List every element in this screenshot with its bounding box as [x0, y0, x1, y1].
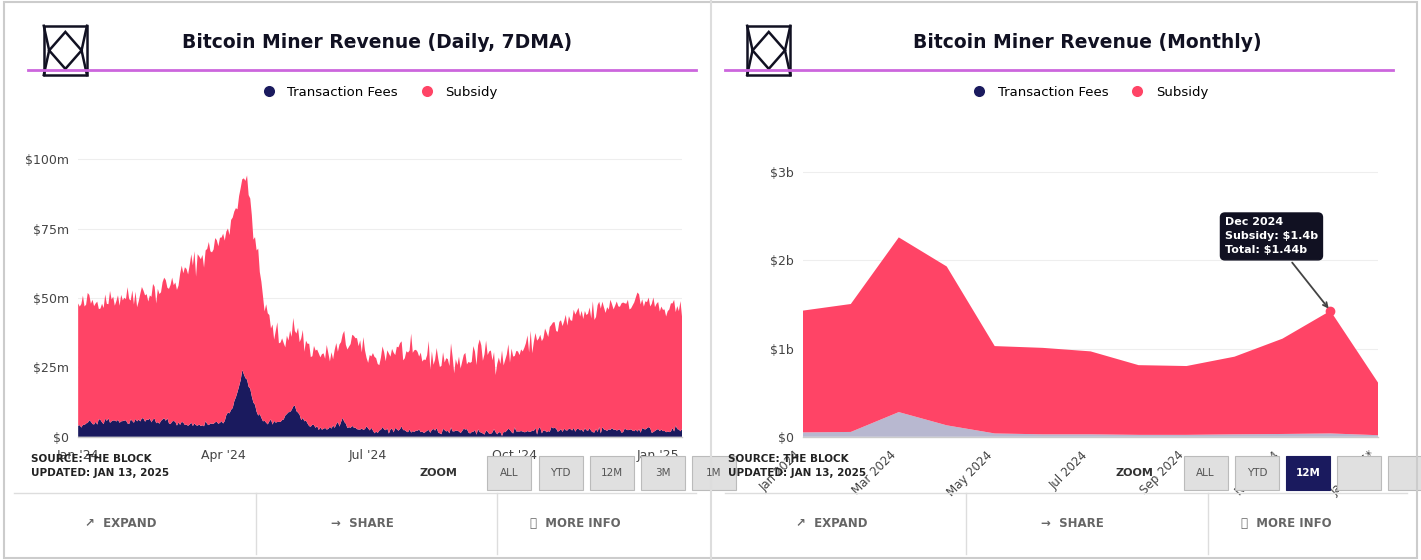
Text: 1M: 1M	[706, 468, 722, 478]
Text: 3M: 3M	[655, 468, 671, 478]
Text: 12M: 12M	[1296, 468, 1320, 478]
Text: ZOOM: ZOOM	[1115, 468, 1154, 478]
Text: 12M: 12M	[601, 468, 622, 478]
Text: SOURCE: THE BLOCK
UPDATED: JAN 13, 2025: SOURCE: THE BLOCK UPDATED: JAN 13, 2025	[728, 454, 865, 478]
Text: SOURCE: THE BLOCK
UPDATED: JAN 13, 2025: SOURCE: THE BLOCK UPDATED: JAN 13, 2025	[31, 454, 169, 478]
Text: ZOOM: ZOOM	[419, 468, 458, 478]
Text: YTD: YTD	[1246, 468, 1268, 478]
Text: →  SHARE: → SHARE	[331, 517, 394, 530]
Legend: Transaction Fees, Subsidy: Transaction Fees, Subsidy	[250, 81, 503, 104]
Text: ↗  EXPAND: ↗ EXPAND	[85, 517, 156, 530]
Legend: Transaction Fees, Subsidy: Transaction Fees, Subsidy	[961, 81, 1214, 104]
Text: →  SHARE: → SHARE	[1042, 517, 1104, 530]
Text: YTD: YTD	[550, 468, 571, 478]
Text: ↗  EXPAND: ↗ EXPAND	[796, 517, 867, 530]
Text: ALL: ALL	[1196, 468, 1215, 478]
Text: Dec 2024
Subsidy: $1.4b
Total: $1.44b: Dec 2024 Subsidy: $1.4b Total: $1.44b	[1225, 217, 1327, 307]
Text: ⓘ  MORE INFO: ⓘ MORE INFO	[1241, 517, 1331, 530]
Text: Bitcoin Miner Revenue (Daily, 7DMA): Bitcoin Miner Revenue (Daily, 7DMA)	[182, 32, 571, 52]
Text: ⓘ  MORE INFO: ⓘ MORE INFO	[530, 517, 621, 530]
Text: ALL: ALL	[500, 468, 519, 478]
Text: Bitcoin Miner Revenue (Monthly): Bitcoin Miner Revenue (Monthly)	[912, 32, 1262, 52]
